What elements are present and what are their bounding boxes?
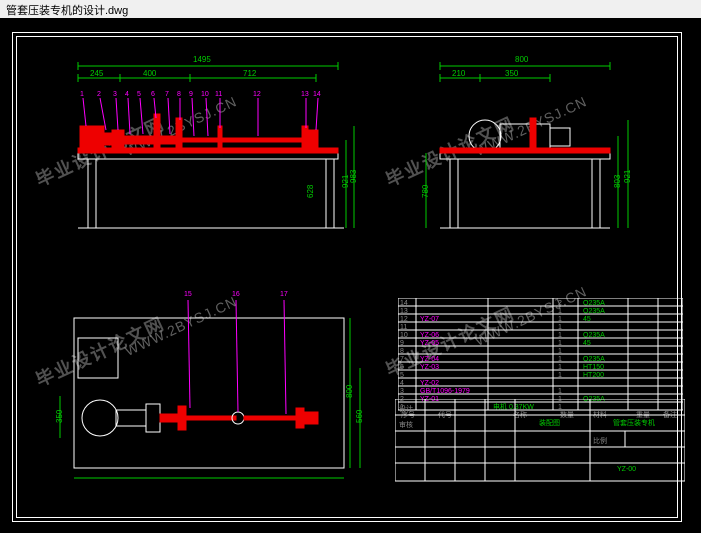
dim: 560 bbox=[355, 409, 364, 423]
dim: 350 bbox=[55, 409, 64, 423]
tb-lbl: 比例 bbox=[593, 436, 607, 445]
dim: 983 bbox=[349, 169, 358, 183]
svg-text:15: 15 bbox=[184, 291, 192, 298]
dim: 210 bbox=[452, 69, 466, 78]
title-bar: 管套压装专机的设计.dwg bbox=[0, 0, 701, 18]
title-block: 装配图 管套压装专机 YZ-00 设计 审核 比例 bbox=[395, 399, 685, 529]
plan-view: 15 16 17 350 800 560 bbox=[28, 278, 368, 498]
tb-proj: 管套压装专机 bbox=[613, 418, 655, 427]
svg-text:12: 12 bbox=[253, 91, 261, 98]
dim: 800 bbox=[515, 55, 529, 64]
tb-name: 装配图 bbox=[539, 418, 560, 427]
front-elevation: 1495 245 400 712 12 34 56 78 910 11 bbox=[28, 48, 358, 258]
svg-text:1: 1 bbox=[80, 91, 84, 98]
dim: 803 bbox=[613, 174, 622, 188]
dim: 800 bbox=[345, 384, 354, 398]
svg-text:9: 9 bbox=[189, 91, 193, 98]
side-elevation: 800 210 350 780 803 921 bbox=[400, 48, 680, 258]
svg-text:6: 6 bbox=[151, 91, 155, 98]
svg-text:3: 3 bbox=[113, 91, 117, 98]
svg-text:7: 7 bbox=[165, 91, 169, 98]
svg-text:17: 17 bbox=[280, 291, 288, 298]
svg-text:13: 13 bbox=[301, 91, 309, 98]
dim: 712 bbox=[243, 69, 257, 78]
svg-text:10: 10 bbox=[201, 91, 209, 98]
tb-dwgno: YZ-00 bbox=[617, 466, 636, 473]
svg-text:8: 8 bbox=[177, 91, 181, 98]
dim: 628 bbox=[306, 184, 315, 198]
svg-text:4: 4 bbox=[125, 91, 129, 98]
svg-text:5: 5 bbox=[137, 91, 141, 98]
svg-text:14: 14 bbox=[313, 91, 321, 98]
svg-text:11: 11 bbox=[215, 91, 222, 98]
dim: 921 bbox=[623, 169, 632, 183]
dim: 350 bbox=[505, 69, 519, 78]
tb-lbl: 设计 bbox=[399, 404, 413, 413]
svg-text:2: 2 bbox=[97, 91, 101, 98]
dim: 780 bbox=[421, 184, 430, 198]
file-title: 管套压装专机的设计.dwg bbox=[6, 5, 128, 17]
svg-text:16: 16 bbox=[232, 291, 240, 298]
tb-lbl: 审核 bbox=[399, 420, 413, 429]
dim: 400 bbox=[143, 69, 157, 78]
cad-canvas: 毕业设计论文网 WWW.2BYSJ.CN 毕业设计论文网 WWW.2BYSJ.C… bbox=[0, 18, 701, 533]
dim: 1495 bbox=[193, 55, 211, 64]
dim: 245 bbox=[90, 69, 104, 78]
